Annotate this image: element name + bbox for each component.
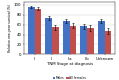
Legend: Males, All females: Males, All females: [53, 76, 87, 80]
X-axis label: TNM Stage at diagnosis: TNM Stage at diagnosis: [47, 62, 93, 66]
Bar: [70, 26, 76, 54]
Bar: [28, 7, 35, 54]
Bar: [63, 21, 70, 54]
Bar: [80, 26, 87, 54]
Bar: [98, 21, 105, 54]
Bar: [105, 31, 111, 54]
Bar: [52, 27, 59, 54]
Bar: [45, 18, 52, 54]
Bar: [35, 9, 41, 54]
Y-axis label: Relative one-year survival (%): Relative one-year survival (%): [8, 4, 12, 52]
Bar: [87, 28, 94, 54]
